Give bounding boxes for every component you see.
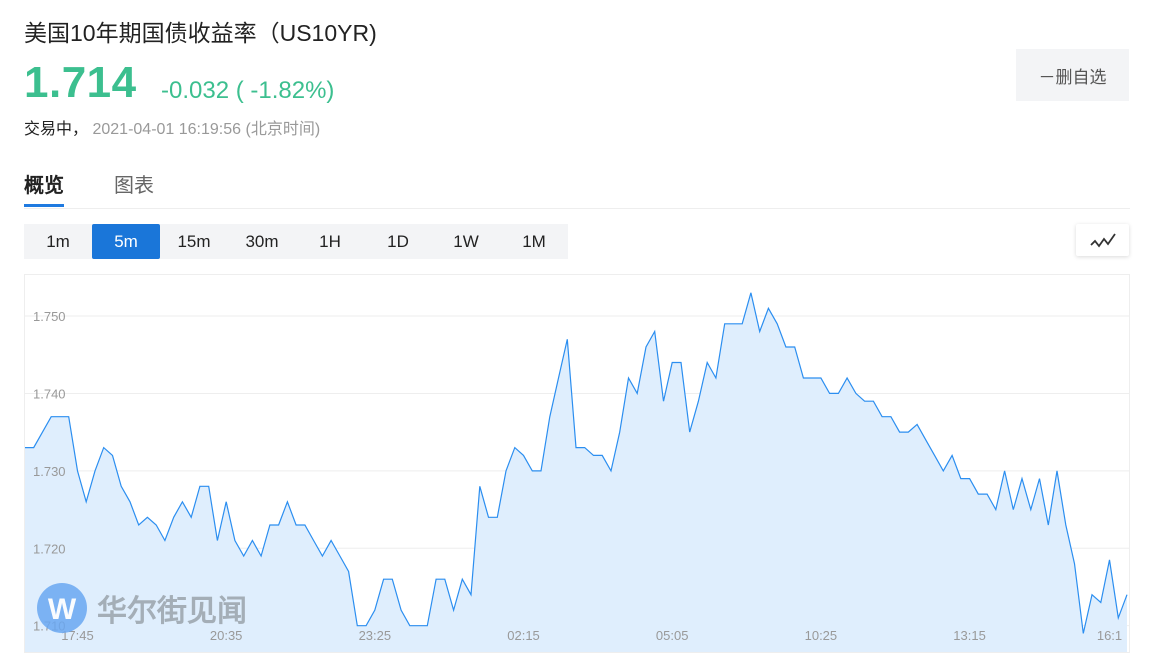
price-change: -0.032 ( -1.82%)	[161, 77, 335, 104]
y-tick-label: 1.750	[33, 309, 66, 324]
tab-overview[interactable]: 概览	[24, 169, 64, 207]
period-1m[interactable]: 1m	[46, 232, 70, 251]
status-label: 交易中，	[24, 121, 89, 138]
current-price: 1.714	[24, 58, 137, 107]
period-5m[interactable]: 5m	[92, 224, 160, 259]
period-1d[interactable]: 1D	[387, 232, 409, 251]
x-tick-label: 02:15	[507, 628, 540, 643]
y-tick-label: 1.730	[33, 464, 66, 479]
line-chart-icon	[1089, 233, 1116, 248]
y-tick-label: 1.740	[33, 386, 66, 401]
x-tick-label: 13:15	[953, 628, 986, 643]
chart-type-button[interactable]	[1076, 224, 1129, 256]
tab-chart[interactable]: 图表	[114, 175, 154, 197]
period-30m[interactable]: 30m	[245, 232, 279, 251]
remove-favorite-button[interactable]: －删自选	[1016, 49, 1129, 101]
period-selector: 1m 5m 15m 30m 1H 1D 1W 1M	[24, 224, 568, 259]
x-tick-label: 05:05	[656, 628, 689, 643]
timestamp: 2021-04-01 16:19:56	[92, 121, 242, 138]
timezone: (北京时间)	[245, 121, 321, 138]
x-tick-label: 16:1	[1097, 628, 1122, 643]
logo-text: 华尔街见闻	[97, 595, 247, 628]
period-1mo[interactable]: 1M	[522, 232, 546, 251]
series-line	[25, 292, 1128, 634]
area-fill	[25, 292, 1127, 652]
page-title: 美国10年期国债收益率（US10YR)	[24, 20, 377, 46]
trading-status: 交易中， 2021-04-01 16:19:56 (北京时间)	[24, 115, 320, 139]
logo-letter: W	[48, 593, 77, 626]
period-1w[interactable]: 1W	[453, 232, 479, 251]
x-tick-label: 23:25	[359, 628, 392, 643]
period-15m[interactable]: 15m	[177, 232, 211, 251]
x-tick-label: 20:35	[210, 628, 243, 643]
watermark-logo: W 华尔街见闻	[37, 583, 247, 633]
period-1h[interactable]: 1H	[319, 232, 341, 251]
x-tick-label: 10:25	[805, 628, 838, 643]
tab-bar: 概览 图表	[24, 165, 1130, 209]
y-tick-label: 1.720	[33, 541, 66, 556]
